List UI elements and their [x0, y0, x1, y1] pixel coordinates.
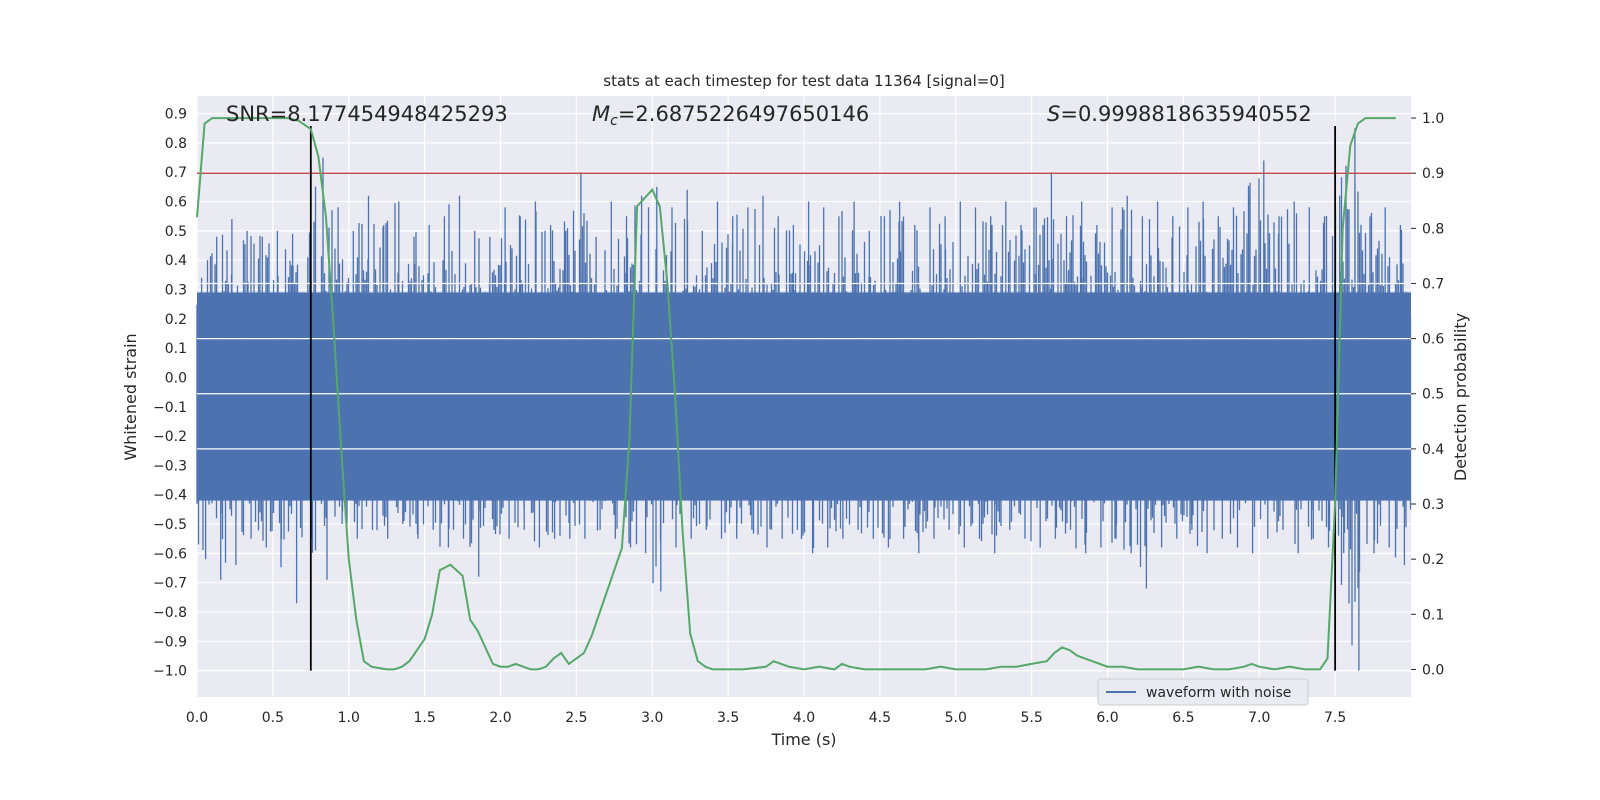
- y-left-tick-label: 0.7: [165, 165, 187, 181]
- x-tick-label: 0.0: [186, 710, 208, 726]
- y-left-tick-label: 0.2: [165, 312, 187, 328]
- y-right-tick-label: 0.5: [1422, 387, 1444, 403]
- y-left-tick-label: −0.1: [153, 400, 187, 416]
- y-right-tick-label: 0.7: [1422, 276, 1444, 292]
- mc-subscript: c: [610, 113, 618, 129]
- x-tick-label: 1.5: [413, 710, 435, 726]
- x-tick-label: 4.5: [869, 710, 891, 726]
- y-left-tick-label: 0.6: [165, 195, 187, 211]
- snr-annotation: SNR=8.177454948425293: [226, 102, 508, 126]
- s-symbol: S: [1047, 102, 1060, 126]
- x-tick-label: 0.5: [262, 710, 284, 726]
- y-axis-left: 0.9 0.8 0.7 0.6 0.5 0.4 0.3 0.2 0.1 0.0 −0.1 −0.2 −0…: [153, 107, 187, 680]
- overlay-lines: [196, 117, 1411, 671]
- y-left-tick-label: 0.5: [165, 224, 187, 240]
- mc-annotation: Mc=2.6875226497650146: [592, 102, 869, 129]
- chart-title: stats at each timestep for test data 113…: [603, 72, 1004, 90]
- x-tick-label: 5.0: [945, 710, 967, 726]
- plot-area: SNR=8.177454948425293 Mc=2.68752264976501…: [196, 96, 1412, 706]
- s-annotation: S=0.9998818635940552: [1047, 102, 1312, 126]
- y-left-tick-label: −1.0: [153, 664, 187, 680]
- y-left-tick-label: 0.9: [165, 107, 187, 123]
- x-tick-label: 2.0: [489, 710, 511, 726]
- x-tick-label: 7.0: [1248, 710, 1270, 726]
- legend: waveform with noise: [1097, 678, 1309, 706]
- x-axis: 0.0 0.5 1.0 1.5 2.0 2.5 3.0 3.5 4.0 4.5 5.0 5.5 6.0 6…: [186, 710, 1346, 726]
- y-left-tick-label: −0.8: [153, 605, 187, 621]
- y-right-tick-label: 0.9: [1422, 166, 1444, 182]
- y-right-tick-label: 1.0: [1422, 111, 1444, 127]
- x-tick-label: 6.0: [1096, 710, 1118, 726]
- x-tick-label: 7.5: [1324, 710, 1346, 726]
- mc-symbol: M: [592, 102, 610, 126]
- y-right-tick-label: 0.6: [1422, 332, 1444, 348]
- y-left-tick-label: 0.0: [165, 370, 187, 386]
- x-tick-label: 5.5: [1020, 710, 1042, 726]
- y-right-tick-label: 0.1: [1422, 607, 1444, 623]
- detection-probability-line: [196, 117, 1396, 671]
- mc-value: =2.6875226497650146: [618, 102, 869, 126]
- x-tick-label: 1.0: [338, 710, 360, 726]
- waveform-line: [196, 128, 1412, 671]
- y-right-tick-label: 0.0: [1422, 662, 1444, 678]
- y-left-tick-label: −0.3: [153, 458, 187, 474]
- y-left-tick-label: −0.4: [153, 488, 187, 504]
- legend-box: [1097, 678, 1309, 706]
- y-right-tick-label: 0.8: [1422, 221, 1444, 237]
- x-tick-label: 3.5: [717, 710, 739, 726]
- x-tick-label: 6.5: [1172, 710, 1194, 726]
- y-axis-left-label: Whitened strain: [121, 333, 140, 460]
- y-left-tick-label: 0.3: [165, 282, 187, 298]
- y-axis-right-label: Detection probability: [1451, 313, 1470, 481]
- s-value: =0.9998818635940552: [1060, 102, 1311, 126]
- y-left-tick-label: 0.8: [165, 136, 187, 152]
- y-right-tick-label: 0.2: [1422, 552, 1444, 568]
- y-left-tick-label: −0.2: [153, 429, 187, 445]
- y-left-tick-label: −0.9: [153, 634, 187, 650]
- y-right-tick-label: 0.3: [1422, 497, 1444, 513]
- y-left-tick-label: −0.7: [153, 576, 187, 592]
- x-axis-label: Time (s): [770, 730, 836, 749]
- annotations: SNR=8.177454948425293 Mc=2.68752264976501…: [226, 102, 1312, 129]
- y-left-tick-label: 0.1: [165, 341, 187, 357]
- y-axis-right: 1.0 0.9 0.8 0.7 0.6 0.5 0.4 0.3 0.2 0.1 0.0: [1411, 111, 1444, 678]
- y-left-tick-label: −0.5: [153, 517, 187, 533]
- waveform-series: [196, 128, 1412, 671]
- x-tick-label: 2.5: [565, 710, 587, 726]
- legend-label-waveform: waveform with noise: [1146, 685, 1291, 701]
- y-left-tick-label: 0.4: [165, 253, 187, 269]
- x-tick-label: 3.0: [641, 710, 663, 726]
- y-left-tick-label: −0.6: [153, 546, 187, 562]
- y-right-tick-label: 0.4: [1422, 442, 1444, 458]
- x-tick-label: 4.0: [793, 710, 815, 726]
